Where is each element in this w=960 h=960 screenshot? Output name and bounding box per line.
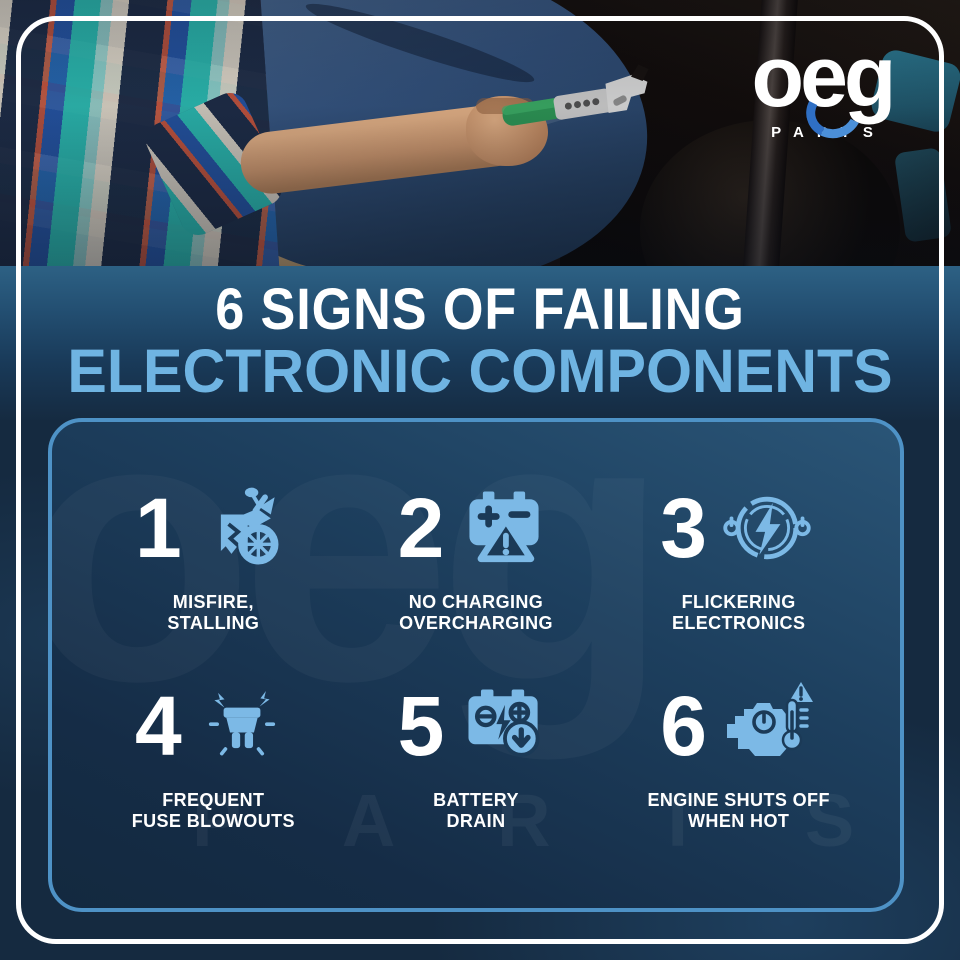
- sign-label-line: FLICKERING: [681, 592, 796, 612]
- sign-item-6: 6: [607, 674, 870, 832]
- sign-label-line: BATTERY: [433, 790, 519, 810]
- watermark-parts-text: P A R T S: [192, 779, 897, 862]
- sign-number: 6: [660, 679, 708, 773]
- sign-label-line: STALLING: [167, 613, 260, 633]
- sign-item-4: 4 FR: [82, 674, 345, 832]
- sign-label-line: MISFIRE,: [172, 592, 254, 612]
- blown-fuse-icon: [192, 676, 292, 776]
- sign-item-2: 2 NO: [345, 476, 608, 634]
- sign-label-line: DRAIN: [446, 811, 506, 831]
- sign-label-line: FREQUENT: [162, 790, 265, 810]
- title-section: 6 SIGNS OF FAILING ELECTRONIC COMPONENTS: [0, 266, 960, 422]
- sign-label-line: ELECTRONICS: [671, 613, 806, 633]
- logo-subtext: PARTS: [771, 124, 886, 141]
- sign-number: 2: [397, 481, 445, 575]
- sign-label-line: WHEN HOT: [688, 811, 790, 831]
- sign-label-line: FUSE BLOWOUTS: [131, 811, 295, 831]
- title-line-2: ELECTRONIC COMPONENTS: [67, 337, 893, 405]
- sign-number: 5: [397, 679, 445, 773]
- oeg-logo: oeg PARTS: [722, 29, 922, 146]
- battery-charging-warning-icon: [454, 478, 554, 578]
- sign-number: 4: [134, 679, 182, 773]
- signs-card: oeg P A R T S 1: [48, 418, 904, 912]
- motorcycle-misfire-icon: [192, 478, 292, 578]
- sign-label-line: OVERCHARGING: [399, 613, 553, 633]
- signs-grid: 1: [52, 422, 900, 832]
- sign-number: 1: [134, 481, 182, 575]
- sign-label-line: NO CHARGING: [408, 592, 544, 612]
- sign-item-5: 5: [345, 674, 608, 832]
- sign-item-1: 1: [82, 476, 345, 634]
- sign-label-line: ENGINE SHUTS OFF: [647, 790, 830, 810]
- logo-wordmark: oeg: [751, 29, 897, 125]
- sign-number: 3: [660, 481, 708, 575]
- flickering-electronics-icon: [717, 478, 817, 578]
- hero-photo: [0, 0, 960, 266]
- title-line-1: 6 SIGNS OF FAILING: [215, 277, 745, 342]
- battery-drain-icon: [454, 676, 554, 776]
- photo-vignette: [0, 0, 960, 266]
- sign-item-3: 3 FLICKERING: [607, 476, 870, 634]
- engine-overheat-icon: [717, 676, 817, 776]
